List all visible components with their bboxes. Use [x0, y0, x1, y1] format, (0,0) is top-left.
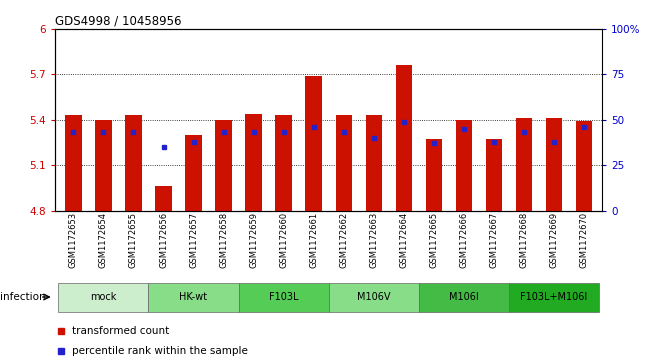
Bar: [366, 115, 382, 211]
Bar: [59, 283, 148, 312]
Text: transformed count: transformed count: [72, 326, 169, 336]
Bar: [516, 118, 533, 211]
Bar: [546, 118, 562, 211]
Bar: [275, 115, 292, 211]
Text: mock: mock: [90, 292, 117, 302]
Bar: [576, 121, 592, 211]
Bar: [419, 283, 509, 312]
Text: F103L: F103L: [269, 292, 298, 302]
Bar: [456, 120, 472, 211]
Bar: [239, 283, 329, 312]
Bar: [486, 139, 503, 211]
Text: M106I: M106I: [449, 292, 479, 302]
Bar: [245, 114, 262, 211]
Bar: [125, 115, 142, 211]
Bar: [396, 65, 412, 211]
Text: HK-wt: HK-wt: [180, 292, 208, 302]
Text: F103L+M106I: F103L+M106I: [521, 292, 588, 302]
Text: infection: infection: [0, 292, 46, 302]
Bar: [509, 283, 599, 312]
Text: M106V: M106V: [357, 292, 391, 302]
Text: GDS4998 / 10458956: GDS4998 / 10458956: [55, 15, 182, 28]
Bar: [335, 115, 352, 211]
Text: percentile rank within the sample: percentile rank within the sample: [72, 346, 247, 356]
Bar: [95, 120, 112, 211]
Bar: [305, 76, 322, 211]
Bar: [329, 283, 419, 312]
Bar: [155, 186, 172, 211]
Bar: [215, 120, 232, 211]
Bar: [186, 135, 202, 211]
Bar: [65, 115, 81, 211]
Bar: [148, 283, 239, 312]
Bar: [426, 139, 442, 211]
